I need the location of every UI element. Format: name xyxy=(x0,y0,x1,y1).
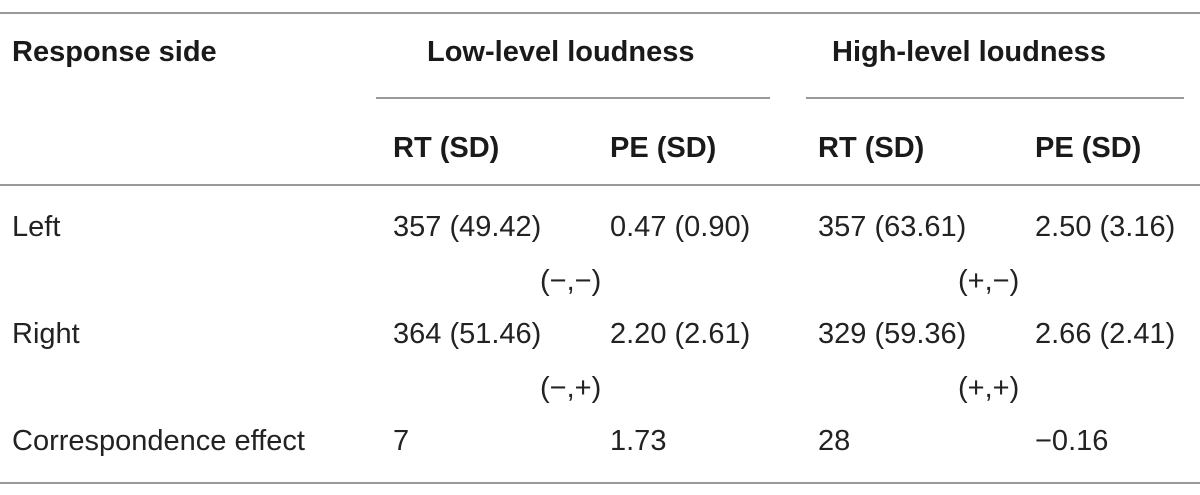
cell-low-rt: 357 (49.42) xyxy=(393,211,542,243)
cell-high-rt: 357 (63.61) xyxy=(818,211,967,243)
cell-high-pe: −0.16 xyxy=(1035,425,1109,457)
top-rule xyxy=(0,12,1200,14)
row-label: Right xyxy=(12,318,80,350)
cell-low-pe: 0.47 (0.90) xyxy=(610,211,751,243)
header-high-level-loudness: High-level loudness xyxy=(832,36,1106,68)
cell-low-rt: 7 xyxy=(393,425,410,457)
header-low-level-loudness: Low-level loudness xyxy=(427,36,695,68)
cell-high-pe: 2.66 (2.41) xyxy=(1035,318,1176,350)
cell-high-pe: 2.50 (3.16) xyxy=(1035,211,1176,243)
cell-low-pe: 1.73 xyxy=(610,425,667,457)
row-label: Left xyxy=(12,211,61,243)
header-low-rt: RT (SD) xyxy=(393,132,500,164)
sign-high: (+,+) xyxy=(958,372,1020,404)
header-low-pe: PE (SD) xyxy=(610,132,717,164)
row-label: Correspondence effect xyxy=(12,425,305,457)
cell-high-rt: 28 xyxy=(818,425,851,457)
sign-low: (−,+) xyxy=(540,372,602,404)
bottom-rule xyxy=(0,482,1200,484)
header-high-pe: PE (SD) xyxy=(1035,132,1142,164)
header-response-side: Response side xyxy=(12,36,217,68)
cell-low-rt: 364 (51.46) xyxy=(393,318,542,350)
cell-low-pe: 2.20 (2.61) xyxy=(610,318,751,350)
low-level-group-rule xyxy=(376,97,770,99)
high-level-group-rule xyxy=(806,97,1184,99)
header-high-rt: RT (SD) xyxy=(818,132,925,164)
cell-high-rt: 329 (59.36) xyxy=(818,318,967,350)
header-bottom-rule xyxy=(0,184,1200,186)
sign-high: (+,−) xyxy=(958,265,1020,297)
sign-low: (−,−) xyxy=(540,265,602,297)
